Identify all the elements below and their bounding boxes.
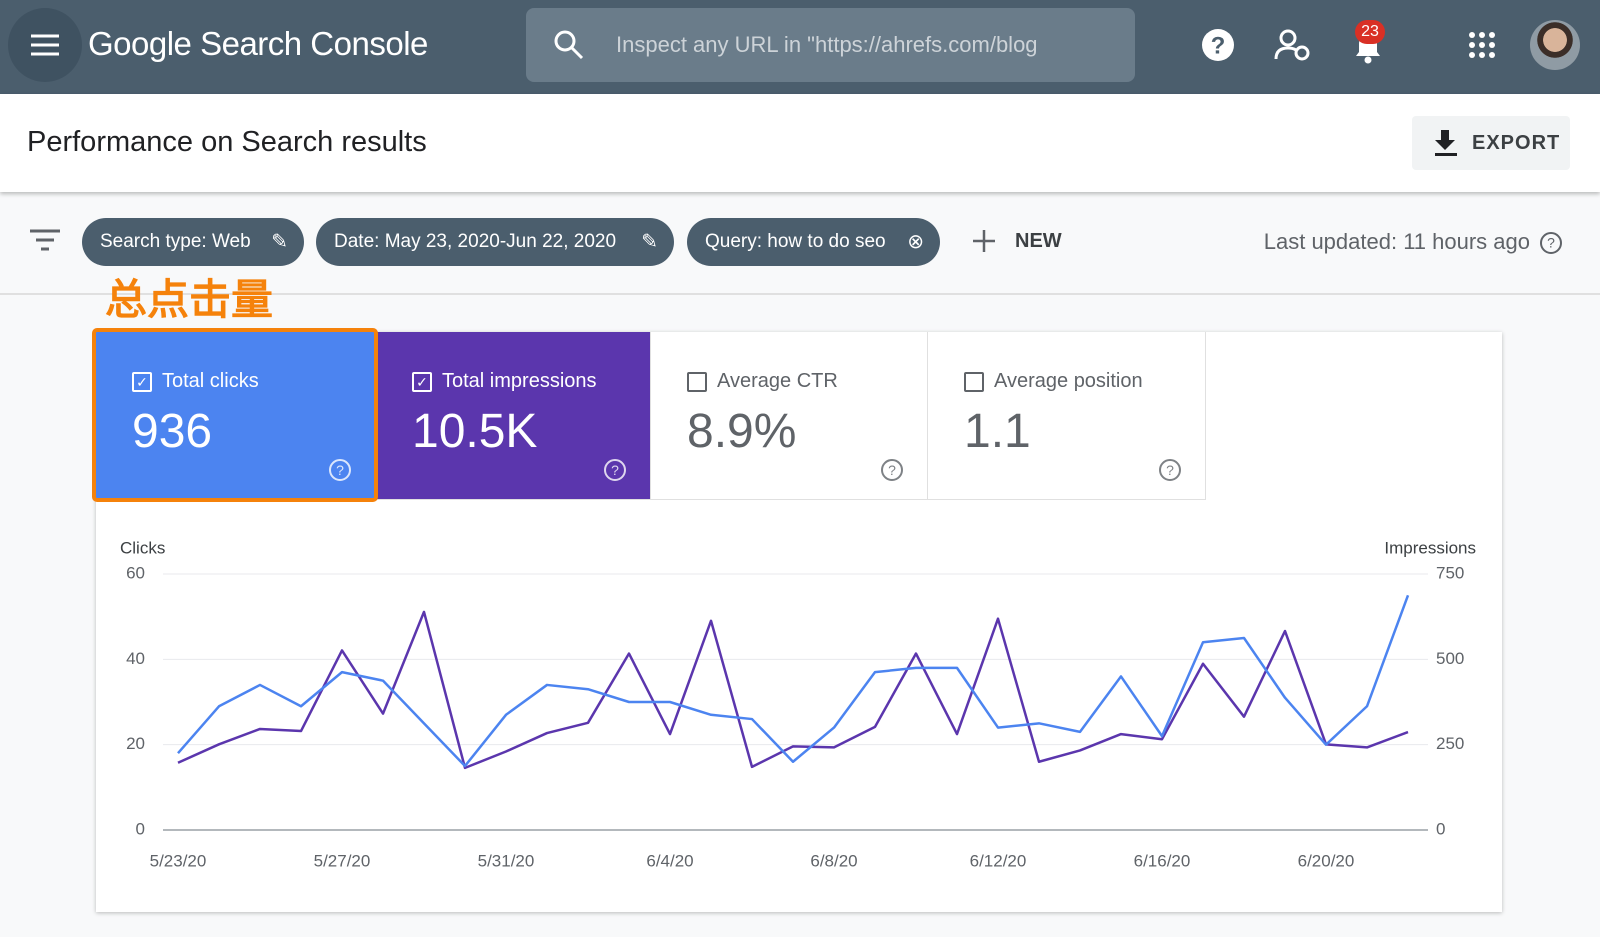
metric-label: Average position <box>994 370 1143 392</box>
y-tick-label: 0 <box>136 819 145 838</box>
search-placeholder: Inspect any URL in "https://ahrefs.com/b… <box>616 32 1038 57</box>
series-line <box>177 594 1410 768</box>
y2-axis-title: Impressions <box>1384 538 1476 557</box>
new-button[interactable]: NEW <box>1015 230 1062 252</box>
highlight-box <box>92 328 378 502</box>
metric-card[interactable]: Average CTR 8.9%? <box>651 332 928 500</box>
filter-chip[interactable]: Date: May 23, 2020-Jun 22, 2020 ✎ <box>316 218 674 266</box>
x-tick-label: 6/8/20 <box>810 851 857 870</box>
metric-label: Total impressions <box>442 370 597 392</box>
divider <box>0 293 1600 295</box>
x-tick-label: 5/23/20 <box>150 851 207 870</box>
edit-icon: ✎ <box>271 231 288 253</box>
last-updated: Last updated: 11 hours ago <box>1263 229 1530 254</box>
menu-icon <box>31 34 59 56</box>
help-icon[interactable]: ? <box>604 459 626 481</box>
export-button[interactable]: EXPORT <box>1412 116 1570 170</box>
filter-chip[interactable]: Search type: Web ✎ <box>82 218 304 266</box>
metric-value: 1.1 <box>964 405 1031 458</box>
help-icon[interactable]: ? <box>1200 27 1236 63</box>
x-tick-label: 6/4/20 <box>646 851 693 870</box>
x-tick-label: 6/16/20 <box>1134 851 1191 870</box>
brand[interactable]: Google Search Console <box>88 25 428 62</box>
y-axis-title: Clicks <box>120 538 165 557</box>
metric-value: 936 <box>132 405 213 458</box>
metric-value: 8.9% <box>687 405 797 458</box>
remove-icon: ⊗ <box>907 231 924 253</box>
search-box[interactable]: Inspect any URL in "https://ahrefs.com/b… <box>526 8 1135 82</box>
checkbox[interactable]: ✓ <box>412 372 432 392</box>
y2-tick-label: 500 <box>1436 649 1464 668</box>
avatar[interactable] <box>1530 20 1580 70</box>
filter-icon[interactable] <box>30 228 62 252</box>
filter-chip[interactable]: Query: how to do seo ⊗ <box>687 218 940 266</box>
help-icon[interactable]: ? <box>329 459 351 481</box>
help-small-icon[interactable]: ? <box>1539 231 1563 255</box>
admin-icon[interactable] <box>1274 27 1314 63</box>
apps-icon[interactable] <box>1467 30 1497 60</box>
metric-value: 10.5K <box>412 405 538 458</box>
chip-label: Query: how to do seo <box>705 231 886 252</box>
chip-label: Search type: Web <box>100 231 251 252</box>
page-title: Performance on Search results <box>27 126 427 158</box>
x-tick-label: 5/31/20 <box>478 851 535 870</box>
metric-card[interactable]: ✓ Total clicks 936? <box>96 332 376 500</box>
y-tick-label: 20 <box>126 734 145 753</box>
top-bar: Google Search Console Inspect any URL in… <box>0 0 1600 94</box>
annotation: 总点击量 <box>105 276 274 323</box>
download-icon <box>1435 130 1457 156</box>
x-tick-label: 6/12/20 <box>970 851 1027 870</box>
svg-text:?: ? <box>1211 32 1226 59</box>
metric-label: Average CTR <box>717 370 838 392</box>
metric-label: Total clicks <box>162 370 259 392</box>
x-tick-label: 6/20/20 <box>1298 851 1355 870</box>
export-label: EXPORT <box>1472 132 1561 154</box>
notification-badge: 23 <box>1355 20 1385 44</box>
y-tick-label: 40 <box>126 649 145 668</box>
title-bar: Performance on Search results EXPORT <box>0 94 1600 192</box>
edit-icon: ✎ <box>641 231 658 253</box>
x-tick-label: 5/27/20 <box>314 851 371 870</box>
y2-tick-label: 250 <box>1436 734 1464 753</box>
svg-text:?: ? <box>1547 235 1555 251</box>
chip-label: Date: May 23, 2020-Jun 22, 2020 <box>334 231 617 252</box>
metric-card[interactable]: ✓ Total impressions 10.5K? <box>376 332 651 500</box>
series-line <box>177 610 1409 770</box>
help-icon[interactable]: ? <box>1159 459 1181 481</box>
y2-tick-label: 0 <box>1436 819 1445 838</box>
y2-tick-label: 750 <box>1436 563 1464 582</box>
checkbox[interactable] <box>964 372 984 392</box>
help-icon[interactable]: ? <box>881 459 903 481</box>
metric-card[interactable]: Average position 1.1? <box>928 332 1206 500</box>
menu-button[interactable] <box>8 8 82 82</box>
y-tick-label: 60 <box>126 563 145 582</box>
checkbox[interactable]: ✓ <box>132 372 152 392</box>
checkbox[interactable] <box>687 372 707 392</box>
search-icon <box>554 30 584 60</box>
plus-icon[interactable] <box>972 229 996 253</box>
